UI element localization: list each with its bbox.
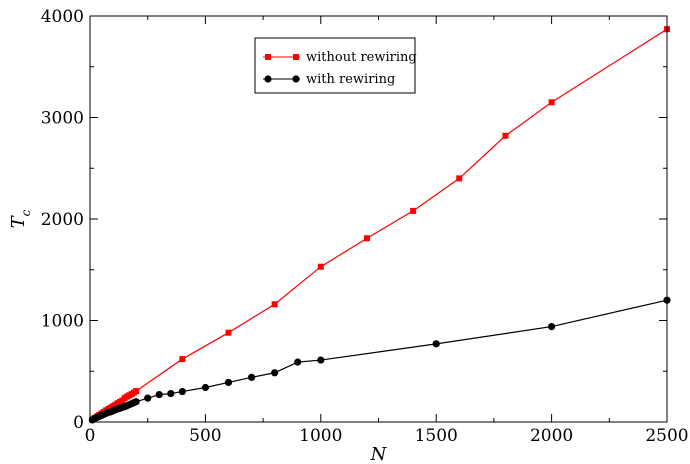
x-tick-label: 1500 [415, 426, 458, 446]
data-point-without-rewiring [363, 235, 370, 242]
legend-label-with-rewiring: with rewiring [306, 72, 395, 87]
data-point-without-rewiring [502, 132, 509, 139]
y-axis-label: Tc [8, 209, 33, 228]
tick-layer: 0 500 1000 1500 2000 2500 0 1000 2000 3000 4000 [41, 7, 689, 446]
data-point-without-rewiring [271, 301, 278, 308]
data-point-without-rewiring [225, 329, 232, 336]
y-axis-label-main: T [8, 214, 29, 228]
y-tick-label: 0 [73, 413, 84, 433]
data-point-without-rewiring [133, 388, 140, 395]
x-tick-label: 1000 [299, 426, 342, 446]
data-point-with-rewiring [178, 387, 186, 396]
x-tick-label: 2000 [530, 426, 573, 446]
legend-box [254, 37, 416, 94]
series-layer [88, 26, 671, 424]
legend-label-without-rewiring: without rewiring [306, 50, 417, 65]
x-tick-label: 500 [189, 426, 221, 446]
data-point-with-rewiring [132, 398, 140, 406]
legend-marker-with-rewiring [264, 75, 272, 83]
data-point-without-rewiring [410, 207, 417, 214]
data-point-with-rewiring [201, 383, 209, 392]
data-point-with-rewiring [432, 340, 440, 348]
legend: without rewiring with rewiring [254, 37, 417, 94]
x-tick-label: 2500 [645, 426, 688, 446]
data-point-without-rewiring [317, 263, 324, 270]
legend-entry-without-rewiring: without rewiring [263, 50, 417, 65]
series-with-rewiring [88, 296, 671, 424]
legend-marker-without-rewiring [293, 54, 299, 60]
data-point-without-rewiring [548, 99, 555, 106]
y-tick-label: 2000 [41, 210, 84, 230]
data-point-with-rewiring [317, 356, 325, 364]
data-point-with-rewiring [144, 394, 152, 402]
data-point-without-rewiring [179, 356, 186, 363]
data-point-with-rewiring [167, 389, 175, 398]
y-tick-label: 4000 [41, 7, 84, 27]
legend-entry-with-rewiring: with rewiring [263, 72, 395, 87]
data-point-with-rewiring [294, 358, 302, 366]
y-tick-label: 1000 [41, 312, 84, 332]
svg-text:Tc: Tc [8, 209, 33, 228]
series-line-with-rewiring [91, 299, 668, 421]
y-axis-label-sub: c [19, 209, 33, 216]
data-point-with-rewiring [271, 369, 279, 377]
data-point-with-rewiring [247, 373, 256, 381]
data-point-with-rewiring [224, 378, 233, 387]
data-point-without-rewiring [456, 175, 463, 182]
data-point-with-rewiring [155, 390, 163, 399]
x-axis-label: N [370, 444, 388, 464]
y-tick-label: 3000 [41, 109, 84, 129]
legend-marker-with-rewiring [292, 75, 300, 83]
data-point-with-rewiring [548, 322, 556, 331]
x-tick-label: 0 [85, 426, 96, 446]
legend-marker-without-rewiring [265, 54, 271, 60]
